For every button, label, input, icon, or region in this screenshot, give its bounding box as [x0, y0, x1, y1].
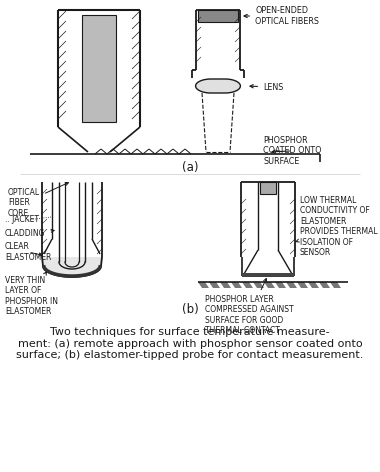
Bar	[82, 15, 116, 122]
Text: .. JACKET: .. JACKET	[5, 216, 39, 225]
Bar	[260, 182, 276, 194]
Polygon shape	[220, 282, 231, 288]
Polygon shape	[231, 282, 242, 288]
Text: PHOSPHOR LAYER
COMPRESSED AGAINST
SURFACE FOR GOOD
THERMAL CONTACT: PHOSPHOR LAYER COMPRESSED AGAINST SURFAC…	[205, 278, 294, 335]
Text: (a): (a)	[182, 160, 198, 174]
Text: LOW THERMAL
CONDUCTIVITY OF
ELASTOMER
PROVIDES THERMAL
ISOLATION OF
SENSOR: LOW THERMAL CONDUCTIVITY OF ELASTOMER PR…	[296, 196, 378, 257]
Polygon shape	[286, 282, 297, 288]
Polygon shape	[319, 282, 330, 288]
Polygon shape	[43, 257, 101, 277]
Polygon shape	[196, 79, 241, 93]
Polygon shape	[330, 282, 341, 288]
Text: CLEAR
ELASTOMER: CLEAR ELASTOMER	[5, 242, 51, 261]
Text: OPEN-ENDED
OPTICAL FIBERS: OPEN-ENDED OPTICAL FIBERS	[244, 6, 319, 25]
Polygon shape	[253, 282, 264, 288]
Text: VERY THIN
LAYER OF
PHOSPHOR IN
ELASTOMER: VERY THIN LAYER OF PHOSPHOR IN ELASTOMER	[5, 272, 58, 316]
Text: OPTICAL
FIBER
CORE: OPTICAL FIBER CORE	[8, 183, 68, 218]
Text: LENS: LENS	[250, 83, 283, 92]
Bar	[198, 10, 238, 22]
Text: (b): (b)	[182, 303, 198, 317]
Text: PHOSPHOR
COATED ONTO
SURFACE: PHOSPHOR COATED ONTO SURFACE	[263, 136, 321, 166]
Polygon shape	[308, 282, 319, 288]
Polygon shape	[242, 273, 294, 276]
Polygon shape	[198, 282, 209, 288]
Polygon shape	[242, 282, 253, 288]
Text: CLADDING: CLADDING	[5, 229, 54, 238]
Text: Two techniques for surface temperature measure-
ment: (a) remote approach with p: Two techniques for surface temperature m…	[16, 327, 364, 360]
Polygon shape	[209, 282, 220, 288]
Polygon shape	[297, 282, 308, 288]
Polygon shape	[275, 282, 286, 288]
Polygon shape	[264, 282, 275, 288]
